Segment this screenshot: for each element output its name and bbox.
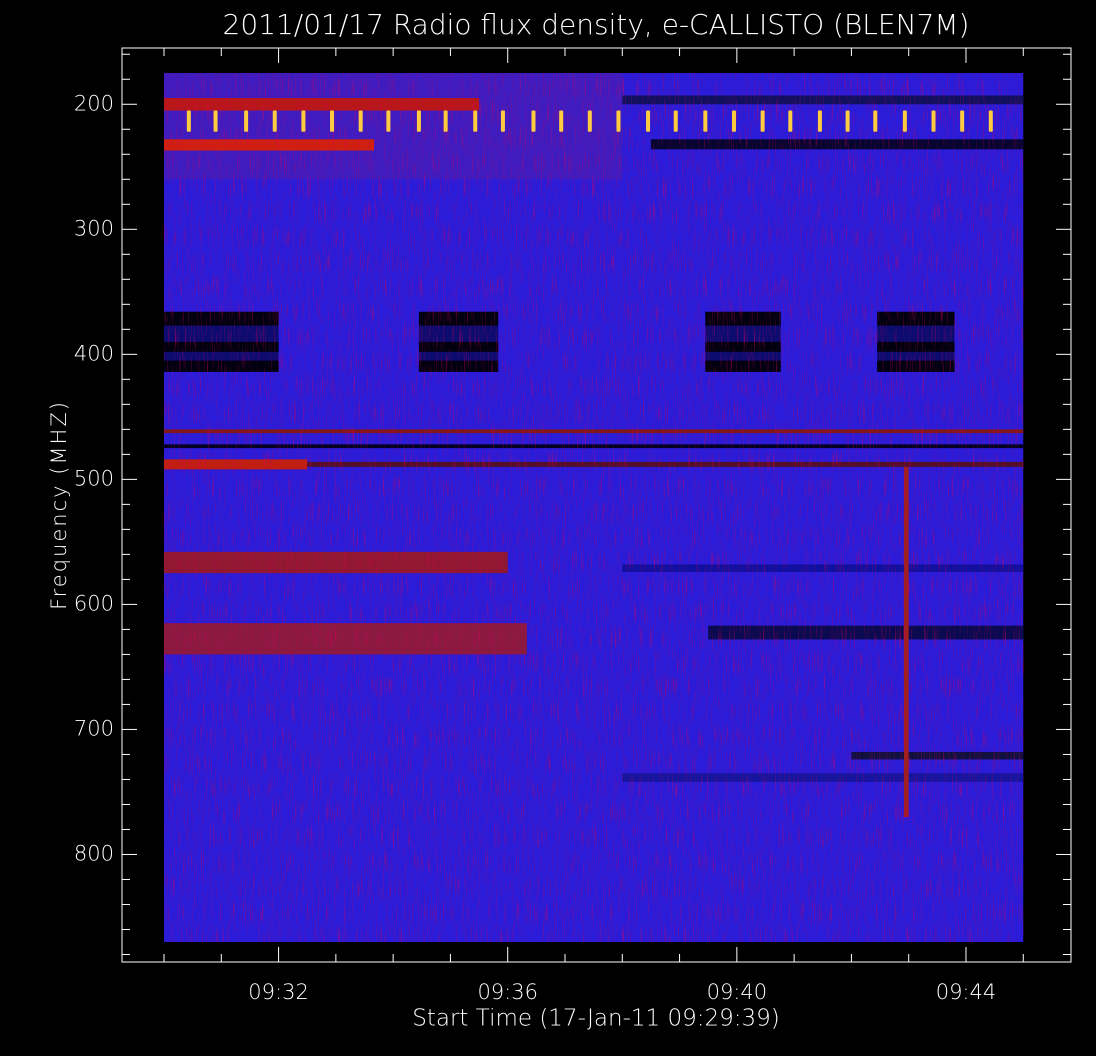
y-tick-label: 800	[74, 841, 114, 865]
burst	[673, 110, 678, 132]
burst	[500, 110, 505, 132]
plot-area	[164, 73, 1024, 942]
burst	[731, 110, 736, 132]
burst	[703, 110, 708, 132]
chart-title: 2011/01/17 Radio flux density, e-CALLIST…	[223, 8, 970, 41]
frame-border	[121, 47, 1072, 963]
y-tick-label: 400	[74, 341, 114, 365]
burst	[988, 110, 993, 132]
y-axis-label: Frequency (MHZ)	[47, 400, 71, 610]
burst	[960, 110, 965, 132]
burst	[646, 110, 651, 132]
noise-texture	[164, 73, 1024, 942]
burst	[616, 110, 621, 132]
burst	[845, 110, 850, 132]
burst	[416, 110, 421, 132]
burst	[301, 110, 306, 132]
burst	[931, 110, 936, 132]
x-tick-label: 09:36	[477, 980, 538, 1004]
y-tick-label: 200	[74, 91, 114, 115]
burst	[587, 110, 592, 132]
y-tick-label: 500	[74, 466, 114, 490]
x-tick-label: 09:40	[707, 980, 768, 1004]
burst	[272, 110, 277, 132]
y-tick-label: 600	[74, 591, 114, 615]
burst	[330, 110, 335, 132]
y-tick-label: 700	[74, 716, 114, 740]
x-axis-label: Start Time (17-Jan-11 09:29:39)	[412, 1006, 780, 1032]
burst	[443, 110, 448, 132]
x-tick-label: 09:44	[936, 980, 997, 1004]
x-tick-label: 09:32	[248, 980, 309, 1004]
burst	[358, 110, 363, 132]
burst	[213, 110, 218, 132]
burst	[531, 110, 536, 132]
burst	[244, 110, 249, 132]
y-tick-label: 300	[74, 216, 114, 240]
burst	[817, 110, 822, 132]
burst	[788, 110, 793, 132]
burst	[873, 110, 878, 132]
burst	[559, 110, 564, 132]
burst	[473, 110, 478, 132]
burst	[386, 110, 391, 132]
axes-frame	[121, 47, 1072, 963]
burst	[760, 110, 765, 132]
burst	[186, 110, 191, 132]
burst	[902, 110, 907, 132]
